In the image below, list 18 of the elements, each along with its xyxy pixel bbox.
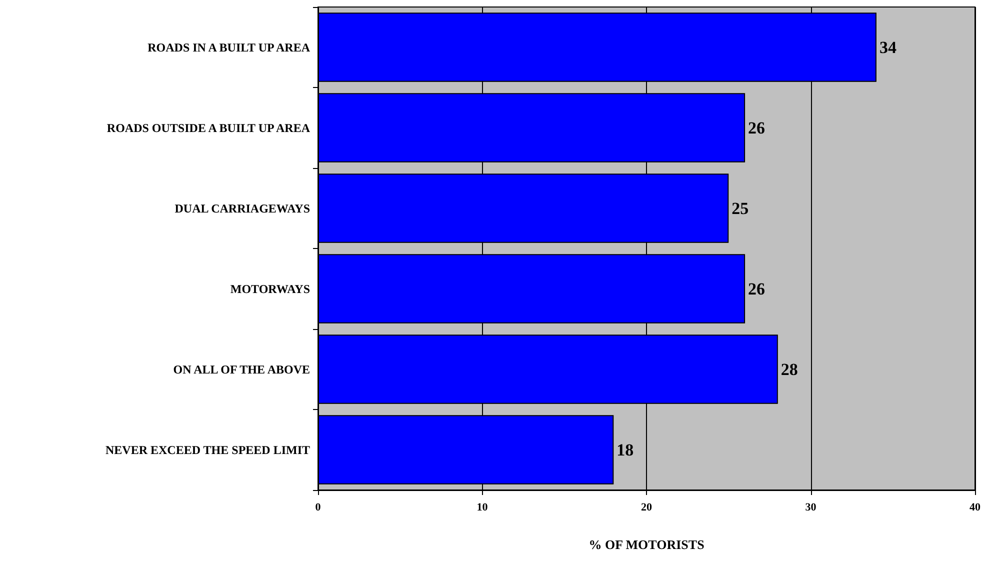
y-tick-label: ROADS IN A BUILT UP AREA (148, 40, 310, 54)
data-label: 28 (780, 360, 798, 379)
data-label: 26 (748, 118, 766, 138)
data-label: 34 (879, 38, 897, 57)
y-tick-label: DUAL CARRIAGEWAYS (174, 201, 310, 216)
x-tick-label: 30 (805, 502, 817, 514)
y-tick-label: ROADS OUTSIDE A BUILT UP AREA (106, 120, 310, 135)
data-label: 26 (748, 279, 766, 298)
x-axis-title: % OF MOTORISTS (588, 537, 704, 552)
y-tick-label: MOTORWAYS (230, 282, 310, 296)
data-label: 25 (732, 198, 749, 218)
y-tick-label: ON ALL OF THE ABOVE (173, 362, 310, 376)
x-tick-label: 10 (476, 502, 488, 514)
x-tick-label: 0 (315, 502, 322, 514)
x-tick-label: 20 (641, 502, 652, 514)
x-tick-label: 40 (970, 502, 981, 514)
data-label: 18 (616, 440, 634, 460)
y-tick-label: NEVER EXCEED THE SPEED LIMIT (106, 442, 310, 457)
